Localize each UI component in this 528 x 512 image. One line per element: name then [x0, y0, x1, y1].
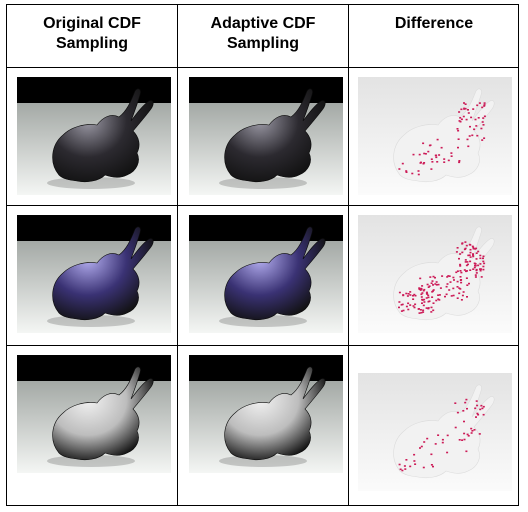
difference-image	[358, 373, 512, 491]
header-original-label: Original CDF Sampling	[43, 15, 141, 52]
adaptive-render-image	[189, 355, 343, 473]
column-divider	[177, 5, 178, 505]
original-render-image	[17, 215, 171, 333]
header-difference: Difference	[349, 5, 519, 67]
comparison-table: Original CDF Sampling Adaptive CDF Sampl…	[6, 4, 519, 506]
row-divider	[7, 345, 518, 346]
header-adaptive: Adaptive CDF Sampling	[178, 5, 348, 67]
column-divider	[348, 5, 349, 505]
header-original: Original CDF Sampling	[7, 5, 177, 67]
header-adaptive-label: Adaptive CDF Sampling	[210, 15, 316, 52]
difference-image	[358, 77, 512, 195]
row-divider	[7, 205, 518, 206]
original-render-image	[17, 355, 171, 473]
original-render-image	[17, 77, 171, 195]
adaptive-render-image	[189, 215, 343, 333]
difference-image	[358, 215, 512, 333]
header-divider	[7, 67, 518, 68]
adaptive-render-image	[189, 77, 343, 195]
header-difference-label: Difference	[394, 15, 474, 32]
